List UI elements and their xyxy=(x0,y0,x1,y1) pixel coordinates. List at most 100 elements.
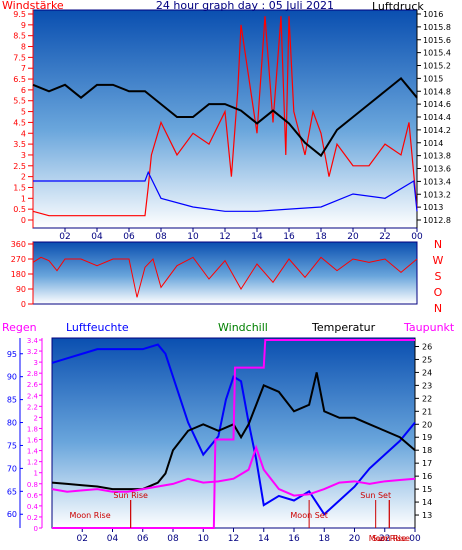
wind-left-tick-label: 2.5 xyxy=(13,162,26,171)
wind-left-tick-label: 8 xyxy=(21,43,26,52)
wind-axes: 0 0.5 1 1.52 2.5 3 3.5 4 4.55 5.5 6 6.5 7 7.58 8.5 9 9.5… xyxy=(13,10,451,242)
temperature-tick-label: 21 xyxy=(422,407,432,416)
wind-x-tick-label: 18 xyxy=(315,232,327,242)
wind-right-tick-label: 1013.6 xyxy=(423,165,451,174)
compass-label: N xyxy=(434,238,442,251)
wind-x-tick-label: 20 xyxy=(347,232,359,242)
wind-x-tick-label: 12 xyxy=(219,232,230,242)
temp-x-tick-label: 02 xyxy=(77,534,88,544)
wind-plot xyxy=(32,16,418,217)
wind-left-tick-label: 0.5 xyxy=(13,205,26,214)
dewpoint-label: Taupunkt xyxy=(403,321,455,334)
wind-left-tick-label: 7 xyxy=(21,64,26,73)
wind-left-label: Windstärke xyxy=(2,0,64,12)
temp-x-tick-label: 00 xyxy=(409,534,421,544)
wind-right-tick-label: 1015.2 xyxy=(423,62,451,71)
wind-right-tick-label: 1016 xyxy=(423,10,443,19)
temperature-tick-label: 25 xyxy=(422,355,432,364)
wind-x-tick-label: 14 xyxy=(251,232,263,242)
wind-left-tick-label: 7.5 xyxy=(13,53,26,62)
humidity-tick-label: 65 xyxy=(7,487,17,496)
temperature-tick-label: 20 xyxy=(422,420,432,429)
temp-x-tick-label: 06 xyxy=(137,534,149,544)
wind-right-tick-label: 1014.8 xyxy=(423,87,451,96)
wind-x-tick-label: 22 xyxy=(379,232,390,242)
wind-right-tick-label: 1013 xyxy=(423,203,443,212)
annotation-label: Moon Rise xyxy=(69,511,110,520)
humidity-tick-label: 75 xyxy=(7,441,17,450)
wind-right-tick-label: 1014.4 xyxy=(423,113,451,122)
wind-right-tick-label: 1014.2 xyxy=(423,126,451,135)
rain-tick-label: 0.2 xyxy=(27,514,38,522)
annotation-label: Sun Rise xyxy=(372,534,407,543)
temperature-tick-label: 14 xyxy=(422,498,432,507)
temperature-tick-label: 23 xyxy=(422,381,432,390)
temp-x-tick-label: 16 xyxy=(288,534,300,544)
temp-x-tick-label: 04 xyxy=(107,534,119,544)
rain-label: Regen xyxy=(2,321,37,334)
temp-x-tick-label: 20 xyxy=(349,534,361,544)
compass-label: S xyxy=(435,270,442,283)
temperature-series-line xyxy=(51,372,416,491)
temp-x-tick-label: 14 xyxy=(258,534,270,544)
wind-left-tick-label: 3.5 xyxy=(13,140,26,149)
wind-right-tick-label: 1015 xyxy=(423,74,443,83)
rain-tick-label: 3.2 xyxy=(27,348,38,356)
wind-left-tick-label: 8.5 xyxy=(13,32,26,41)
rain-tick-label: 3.4 xyxy=(27,337,39,345)
rain-tick-label: 1 xyxy=(34,470,38,478)
wind-left-tick-label: 9 xyxy=(21,21,26,30)
wind-left-tick-label: 0 xyxy=(21,216,26,225)
temperature-tick-label: 16 xyxy=(422,472,432,481)
wind-left-tick-label: 1.5 xyxy=(13,183,26,192)
temperature-tick-label: 24 xyxy=(422,368,432,377)
rain-tick-label: 1.2 xyxy=(27,459,38,467)
rain-tick-label: 1.8 xyxy=(27,425,38,433)
direction-tick-label: 90 xyxy=(16,285,26,294)
wind-right-tick-label: 1013.4 xyxy=(423,177,451,186)
humidity-tick-label: 95 xyxy=(7,350,17,359)
panel-wind-frame xyxy=(32,9,418,229)
wind-right-tick-label: 1014.6 xyxy=(423,100,451,109)
wind-x-tick-label: 00 xyxy=(411,232,423,242)
rain-tick-label: 2.2 xyxy=(27,403,38,411)
wind-right-tick-label: 1012.8 xyxy=(423,216,451,225)
rain-tick-label: 2 xyxy=(34,414,38,422)
temperature-tick-label: 17 xyxy=(422,459,432,468)
direction-tick-label: 360 xyxy=(11,240,26,249)
wind-left-tick-label: 6.5 xyxy=(13,75,26,84)
temp-x-tick-label: 10 xyxy=(198,534,210,544)
rain-series-line xyxy=(52,339,415,529)
temperature-tick-label: 26 xyxy=(422,342,432,351)
wind-right-tick-label: 1014 xyxy=(423,139,443,148)
temperature-tick-label: 18 xyxy=(422,446,432,455)
temp-axes: 0 0.2 0.4 0.6 0.8 1 1.2 1.4 1.6 1.8 2 2.2 2.4 2.6 2.8 3… xyxy=(7,337,432,544)
wind-right-tick-label: 1015.4 xyxy=(423,49,451,58)
rain-tick-label: 0.6 xyxy=(27,492,39,500)
wind-left-tick-label: 4.5 xyxy=(13,118,26,127)
direction-series-line xyxy=(32,256,418,298)
temp-x-tick-label: 12 xyxy=(228,534,239,544)
annotation-label: Moon Set xyxy=(290,511,327,520)
wind-left-tick-label: 3 xyxy=(21,151,26,160)
wind-left-tick-label: 4 xyxy=(21,129,26,138)
wind-left-tick-label: 6 xyxy=(21,86,26,95)
wind-right-tick-label: 1013.2 xyxy=(423,190,451,199)
rain-tick-label: 0 xyxy=(34,525,38,533)
wind-x-tick-label: 10 xyxy=(187,232,199,242)
wind-left-tick-label: 2 xyxy=(21,173,26,182)
annotation-label: Moon Rise xyxy=(369,534,410,543)
rain-tick-label: 1.6 xyxy=(27,437,39,445)
direction-plot xyxy=(32,256,418,298)
dewpoint-series-line xyxy=(51,444,416,497)
temperature-tick-label: 15 xyxy=(422,485,432,494)
temp-x-tick-label: 18 xyxy=(319,534,331,544)
gust-series-line xyxy=(33,170,418,212)
humidity-tick-label: 70 xyxy=(7,464,17,473)
humidity-tick-label: 85 xyxy=(7,396,17,405)
compass-label: W xyxy=(433,254,444,267)
temp-x-tick-label: 08 xyxy=(167,534,179,544)
wind-x-tick-label: 04 xyxy=(91,232,103,242)
